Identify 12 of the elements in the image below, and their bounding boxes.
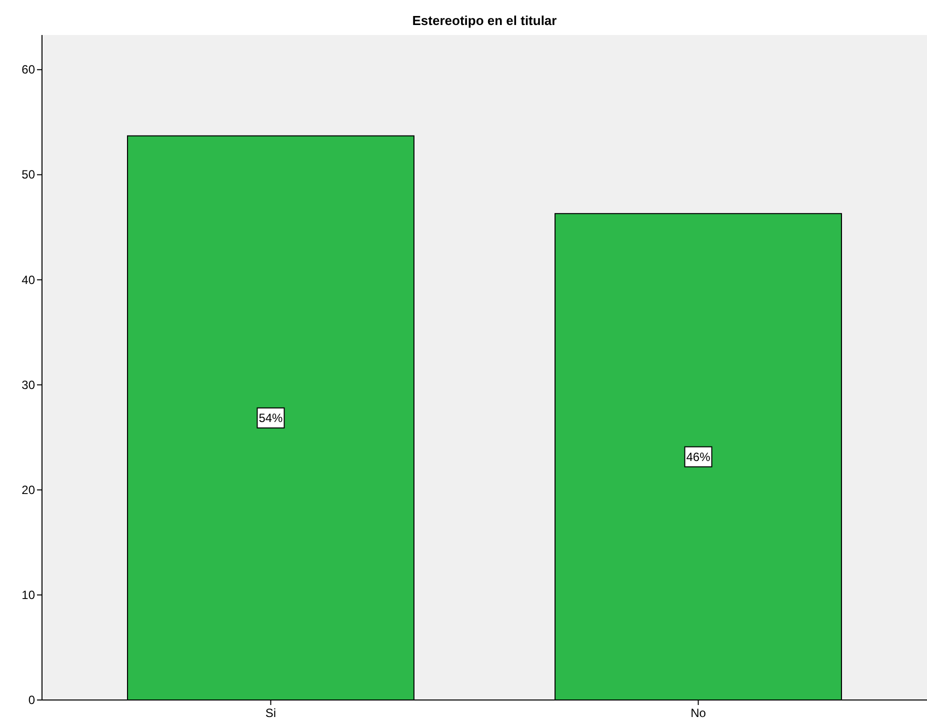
y-tick-label: 10 — [22, 588, 36, 602]
chart-title: Estereotipo en el titular — [412, 13, 557, 28]
y-tick-label: 40 — [22, 272, 36, 287]
data-label: 54% — [258, 410, 284, 425]
y-tick-label: 30 — [22, 378, 36, 392]
y-tick-label: 20 — [22, 482, 36, 497]
data-label: 46% — [686, 450, 711, 464]
y-tick-label: 60 — [22, 62, 36, 77]
y-tick-label: 50 — [22, 168, 36, 182]
x-tick-label: Si — [265, 706, 276, 720]
x-tick-label: No — [690, 706, 706, 720]
y-tick-label: 0 — [28, 693, 36, 707]
